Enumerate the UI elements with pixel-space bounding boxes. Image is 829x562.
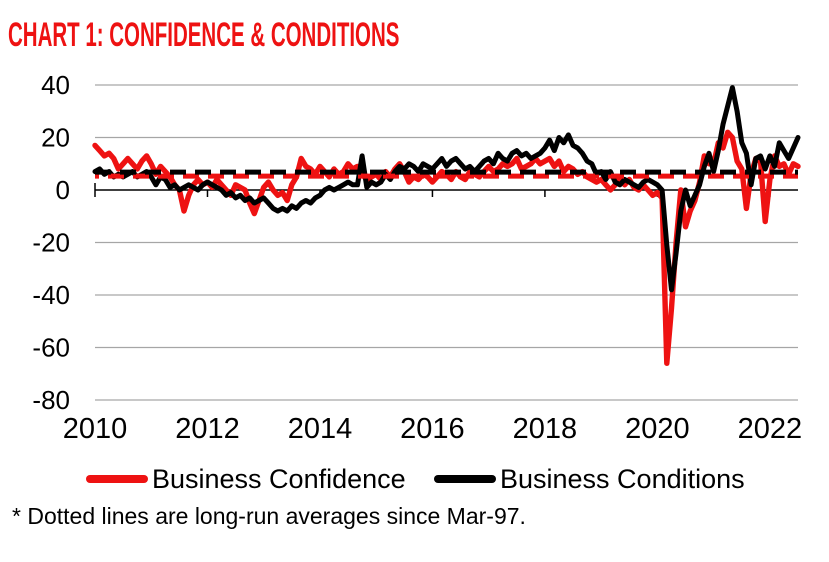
x-tick-label-2022: 2022 (738, 413, 803, 445)
x-tick-label-2016: 2016 (400, 413, 465, 445)
legend-label: Business Confidence (152, 463, 406, 494)
chart-footnote: * Dotted lines are long-run averages sin… (12, 503, 526, 529)
legend-item-business-confidence: Business Confidence (86, 463, 406, 495)
y-tick-label-0: 0 (56, 175, 70, 205)
series-business-conditions (92, 85, 801, 293)
legend-label: Business Conditions (500, 463, 745, 494)
chart-legend: Business Confidence Business Conditions (0, 463, 829, 495)
y-tick-label--60: -60 (32, 333, 70, 363)
x-tick-label-2020: 2020 (625, 413, 690, 445)
y-tick-label-20: 20 (41, 123, 70, 153)
y-tick-label--20: -20 (32, 228, 70, 258)
legend-swatch-black-line (434, 475, 496, 483)
chart-title: CHART 1: CONFIDENCE & CONDITIONS (8, 14, 620, 54)
x-tick-label-2012: 2012 (175, 413, 240, 445)
legend-swatch-red-line (86, 475, 148, 483)
y-tick-label--80: -80 (32, 385, 70, 415)
x-tick-label-2010: 2010 (63, 413, 128, 445)
y-tick-label--40: -40 (32, 280, 70, 310)
x-tick-label-2014: 2014 (288, 413, 353, 445)
x-tick-label-2018: 2018 (513, 413, 578, 445)
chart-title-text: CHART 1: CONFIDENCE & CONDITIONS (8, 14, 400, 54)
legend-item-business-conditions: Business Conditions (434, 463, 745, 495)
y-tick-label-40: 40 (41, 70, 70, 100)
